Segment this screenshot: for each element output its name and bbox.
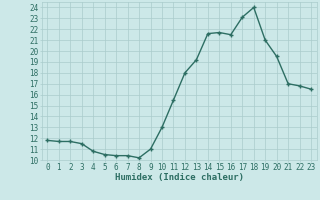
X-axis label: Humidex (Indice chaleur): Humidex (Indice chaleur) (115, 173, 244, 182)
